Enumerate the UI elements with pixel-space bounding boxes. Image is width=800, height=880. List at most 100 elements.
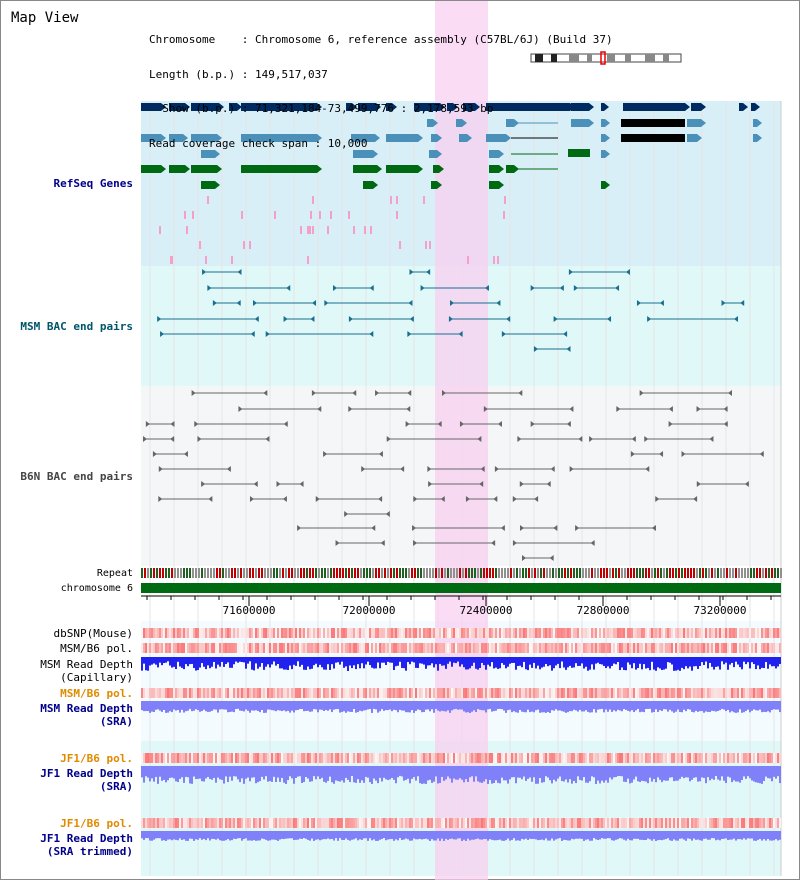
heat-cell: [663, 818, 665, 828]
depth-bar: [529, 701, 531, 713]
heat-cell: [369, 643, 371, 653]
repeat-mark: [513, 568, 515, 578]
depth-bar: [719, 766, 721, 781]
depth-bar: [763, 831, 765, 840]
depth-bar: [541, 766, 543, 783]
depth-bar: [353, 701, 355, 709]
depth-bar: [605, 701, 607, 710]
track-label-jf1-b6-pol-1[interactable]: JF1/B6 pol.: [60, 752, 133, 765]
repeat-mark: [390, 568, 392, 578]
gene-block: [363, 181, 373, 189]
track-label-refseq[interactable]: RefSeq Genes: [53, 177, 133, 190]
heat-cell: [721, 753, 723, 763]
heat-cell: [701, 628, 703, 638]
depth-bar: [567, 766, 569, 783]
heat-cell: [551, 753, 553, 763]
gene-mark: [353, 226, 355, 234]
heat-cell: [649, 628, 651, 638]
track-label-jf1-b6-pol-2[interactable]: JF1/B6 pol.: [60, 817, 133, 830]
heat-cell: [363, 643, 365, 653]
track-label-msm-b6-pol-2[interactable]: MSM/B6 pol.: [60, 687, 133, 700]
track-label-msm-depth-cap-1[interactable]: MSM Read Depth: [40, 658, 133, 671]
depth-bar: [335, 701, 337, 710]
depth-bar: [163, 701, 165, 710]
track-label-msm-b6-pol-1[interactable]: MSM/B6 pol.: [60, 642, 133, 655]
heat-cell: [335, 753, 337, 763]
heat-cell: [379, 628, 381, 638]
depth-bar: [649, 657, 651, 671]
depth-bar: [519, 701, 521, 710]
heat-cell: [699, 753, 701, 763]
depth-bar: [509, 831, 511, 841]
track-label-b6n-bac[interactable]: B6N BAC end pairs: [20, 470, 133, 483]
heat-cell: [215, 628, 217, 638]
repeat-mark: [318, 568, 320, 578]
depth-bar: [231, 657, 233, 668]
axis-tick-label: 71600000: [223, 604, 276, 617]
depth-bar: [189, 766, 191, 784]
heat-cell: [285, 688, 287, 698]
heat-cell: [743, 643, 745, 653]
gene-cluster: [621, 134, 685, 142]
heat-cell: [475, 753, 477, 763]
depth-bar: [193, 701, 195, 711]
depth-bar: [709, 657, 711, 663]
heat-cell: [429, 753, 431, 763]
heat-cell: [249, 628, 251, 638]
repeat-mark: [630, 568, 632, 578]
depth-bar: [427, 701, 429, 710]
heat-cell: [735, 628, 737, 638]
depth-bar: [619, 831, 621, 839]
heat-cell: [177, 643, 179, 653]
heat-cell: [707, 688, 709, 698]
heat-cell: [229, 753, 231, 763]
heat-cell: [673, 688, 675, 698]
track-label-jf1-depth-sra-1[interactable]: JF1 Read Depth: [40, 767, 133, 780]
repeat-mark: [399, 568, 401, 578]
heat-cell: [681, 628, 683, 638]
heat-cell: [347, 628, 349, 638]
depth-bar: [493, 657, 495, 669]
depth-bar: [497, 657, 499, 669]
track-label-msm-bac[interactable]: MSM BAC end pairs: [20, 320, 133, 333]
depth-bar: [481, 831, 483, 840]
heat-cell: [467, 643, 469, 653]
depth-bar: [273, 766, 275, 777]
track-label-dbsnp[interactable]: dbSNP(Mouse): [53, 627, 133, 640]
depth-bar: [169, 766, 171, 778]
heat-cell: [303, 753, 305, 763]
depth-bar: [535, 701, 537, 711]
heat-cell: [335, 688, 337, 698]
heat-cell: [709, 688, 711, 698]
heat-cell: [753, 688, 755, 698]
depth-bar: [433, 831, 435, 841]
depth-bar: [255, 701, 257, 711]
heat-cell: [377, 643, 379, 653]
depth-bar: [553, 831, 555, 841]
heat-cell: [529, 643, 531, 653]
heat-cell: [649, 753, 651, 763]
heat-cell: [235, 628, 237, 638]
depth-bar: [509, 701, 511, 710]
track-label-jf1-depth-trim-1[interactable]: JF1 Read Depth: [40, 832, 133, 845]
depth-bar: [669, 766, 671, 778]
b6n-bac-pair-end: [441, 390, 446, 396]
depth-bar: [327, 701, 329, 711]
track-label-repeat[interactable]: Repeat: [96, 568, 133, 579]
msm-bac-pair-end: [647, 316, 652, 322]
heat-cell: [313, 628, 315, 638]
heat-cell: [207, 628, 209, 638]
track-label-msm-depth-sra-1[interactable]: MSM Read Depth: [40, 702, 133, 715]
heat-cell: [541, 753, 543, 763]
depth-bar: [623, 831, 625, 840]
heat-cell: [269, 753, 271, 763]
track-label-chromosome[interactable]: chromosome 6: [60, 583, 133, 594]
heat-cell: [647, 688, 649, 698]
depth-bar: [725, 766, 727, 783]
depth-bar: [465, 766, 467, 780]
depth-bar: [253, 701, 255, 711]
depth-bar: [199, 766, 201, 779]
heat-cell: [313, 643, 315, 653]
depth-bar: [501, 701, 503, 710]
